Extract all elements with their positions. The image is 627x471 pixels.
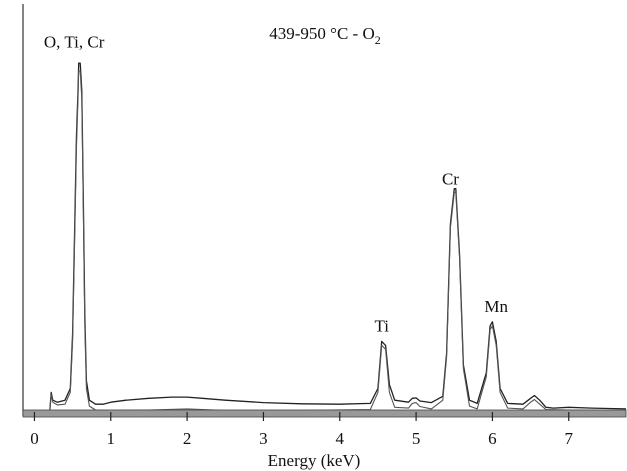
x-tick-label-7: 7 (565, 429, 574, 448)
spectrum-series-1 (49, 62, 627, 413)
peak-label-1: O, Ti, Cr (44, 32, 105, 51)
x-tick-label-5: 5 (412, 429, 421, 448)
x-tick-label-6: 6 (488, 429, 497, 448)
x-tick-label-3: 3 (259, 429, 268, 448)
peak-label-2: Ti (374, 317, 389, 336)
chart-title: 439-950 °C - O2 (269, 24, 381, 47)
x-tick-label-0: 0 (30, 429, 39, 448)
x-tick-label-4: 4 (336, 429, 345, 448)
chart-title-subscript: 2 (375, 33, 381, 47)
peak-labels: O, Ti, Cr Ti Cr Mn (44, 32, 509, 335)
x-axis-baseline (22, 409, 627, 418)
spectrum-series-2 (49, 70, 627, 413)
peak-label-3: Cr (442, 170, 459, 189)
peak-label-4: Mn (484, 297, 508, 316)
spectrum-series-layer (49, 62, 627, 413)
x-axis-label: Energy (keV) (268, 451, 361, 470)
x-tick-label-1: 1 (107, 429, 116, 448)
x-tick-label-2: 2 (183, 429, 192, 448)
x-axis-ticks: 0 1 2 3 4 5 6 7 (30, 412, 574, 448)
